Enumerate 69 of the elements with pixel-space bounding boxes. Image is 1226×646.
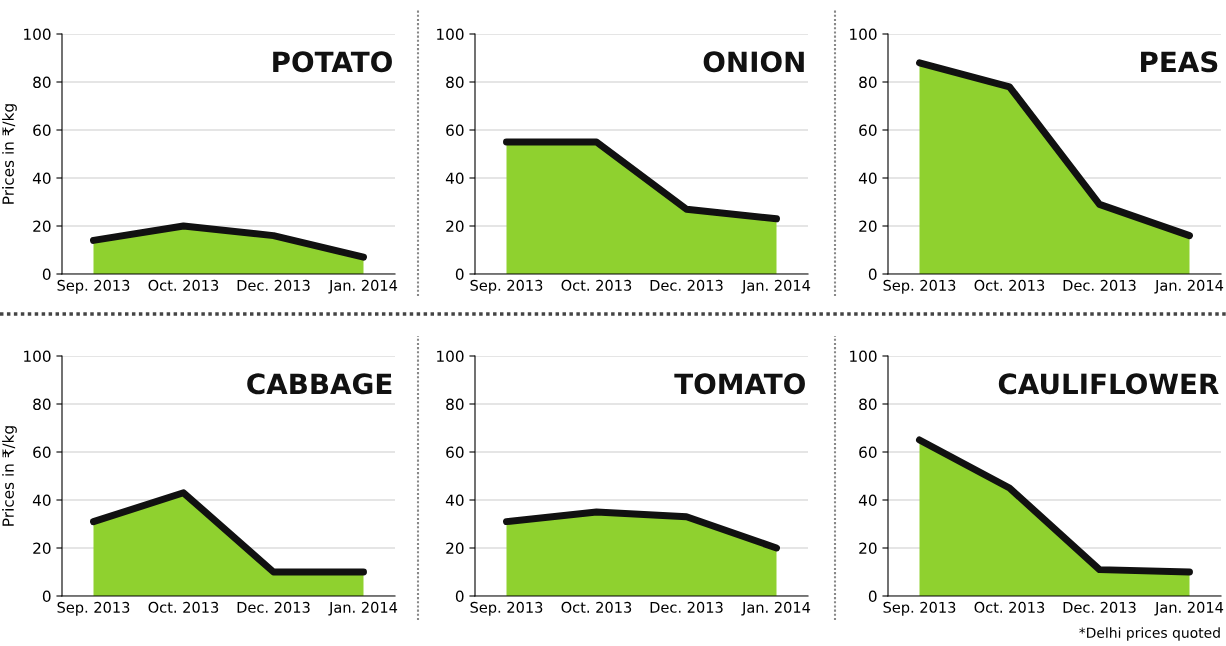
x-tick-label: Sep. 2013 (57, 601, 130, 616)
y-tick-label: 0 (455, 590, 464, 603)
x-tick-label: Jan. 2014 (741, 279, 811, 294)
y-tick-label: 20 (446, 542, 464, 555)
y-tick-label: 60 (859, 446, 877, 459)
y-tick-label: 80 (33, 398, 51, 411)
text: CABBAGE (247, 373, 392, 395)
y-tick-label: 60 (33, 446, 51, 459)
x-tick-label: Jan. 2014 (1154, 279, 1224, 294)
y-tick-label: 60 (33, 124, 51, 137)
y-tick-label: 40 (858, 172, 877, 185)
y-tick-label: 80 (446, 76, 464, 89)
x-tick-label: Sep. 2013 (883, 601, 956, 616)
x-tick-label: Jan. 2014 (1154, 601, 1224, 616)
x-tick-label: Jan. 2014 (328, 279, 398, 294)
text: *Delhi prices quoted (1079, 627, 1220, 641)
x-tick-label: Oct. 2013 (974, 601, 1045, 613)
text: CAULIFLOWER (998, 373, 1219, 395)
y-tick-label: 80 (859, 398, 877, 411)
y-tick-label: 40 (32, 172, 51, 185)
x-tick-label: Oct. 2013 (561, 601, 632, 613)
y-tick-label: 60 (446, 446, 464, 459)
x-tick-label: Oct. 2013 (974, 279, 1045, 291)
x-tick-label: Dec. 2013 (237, 279, 310, 291)
y-tick-label: 20 (859, 542, 877, 555)
y-axis-title: Prices in ₹/kg (2, 426, 17, 526)
y-tick-label: 0 (42, 268, 51, 281)
y-tick-label: 20 (33, 542, 51, 555)
x-tick-label: Oct. 2013 (148, 601, 219, 613)
text: PEAS (1141, 51, 1218, 73)
y-tick-label: 100 (850, 350, 877, 363)
y-tick-label: 100 (24, 350, 51, 363)
y-axis-title: Prices in ₹/kg (2, 104, 17, 204)
x-tick-label: Sep. 2013 (883, 279, 956, 294)
y-tick-label: 40 (445, 494, 464, 507)
y-tick-label: 100 (437, 28, 464, 41)
x-tick-label: Dec. 2013 (1063, 279, 1136, 291)
x-tick-label: Dec. 2013 (1063, 601, 1136, 613)
y-tick-label: 20 (33, 220, 51, 233)
x-tick-label: Dec. 2013 (650, 601, 723, 613)
y-tick-label: 0 (42, 590, 51, 603)
x-tick-label: Sep. 2013 (470, 601, 543, 616)
x-tick-label: Oct. 2013 (561, 279, 632, 291)
y-tick-label: 0 (455, 268, 464, 281)
x-tick-label: Sep. 2013 (57, 279, 130, 294)
y-tick-label: 60 (859, 124, 877, 137)
x-tick-label: Jan. 2014 (741, 601, 811, 616)
y-tick-label: 20 (446, 220, 464, 233)
y-tick-label: 0 (868, 590, 877, 603)
y-tick-label: 100 (850, 28, 877, 41)
x-tick-label: Dec. 2013 (237, 601, 310, 613)
text: POTATO (273, 51, 392, 73)
text: ONION (703, 51, 804, 73)
x-tick-label: Sep. 2013 (470, 279, 543, 294)
y-tick-label: 0 (868, 268, 877, 281)
y-tick-label: 80 (859, 76, 877, 89)
y-tick-label: 40 (445, 172, 464, 185)
x-tick-label: Jan. 2014 (328, 601, 398, 616)
y-tick-label: 80 (446, 398, 464, 411)
y-tick-label: 40 (32, 494, 51, 507)
y-tick-label: 100 (24, 28, 51, 41)
x-tick-label: Oct. 2013 (148, 279, 219, 291)
y-tick-label: 100 (437, 350, 464, 363)
text: TOMATO (674, 373, 805, 395)
y-tick-label: 80 (33, 76, 51, 89)
y-tick-label: 60 (446, 124, 464, 137)
x-tick-label: Dec. 2013 (650, 279, 723, 291)
y-tick-label: 20 (859, 220, 877, 233)
y-tick-label: 40 (858, 494, 877, 507)
